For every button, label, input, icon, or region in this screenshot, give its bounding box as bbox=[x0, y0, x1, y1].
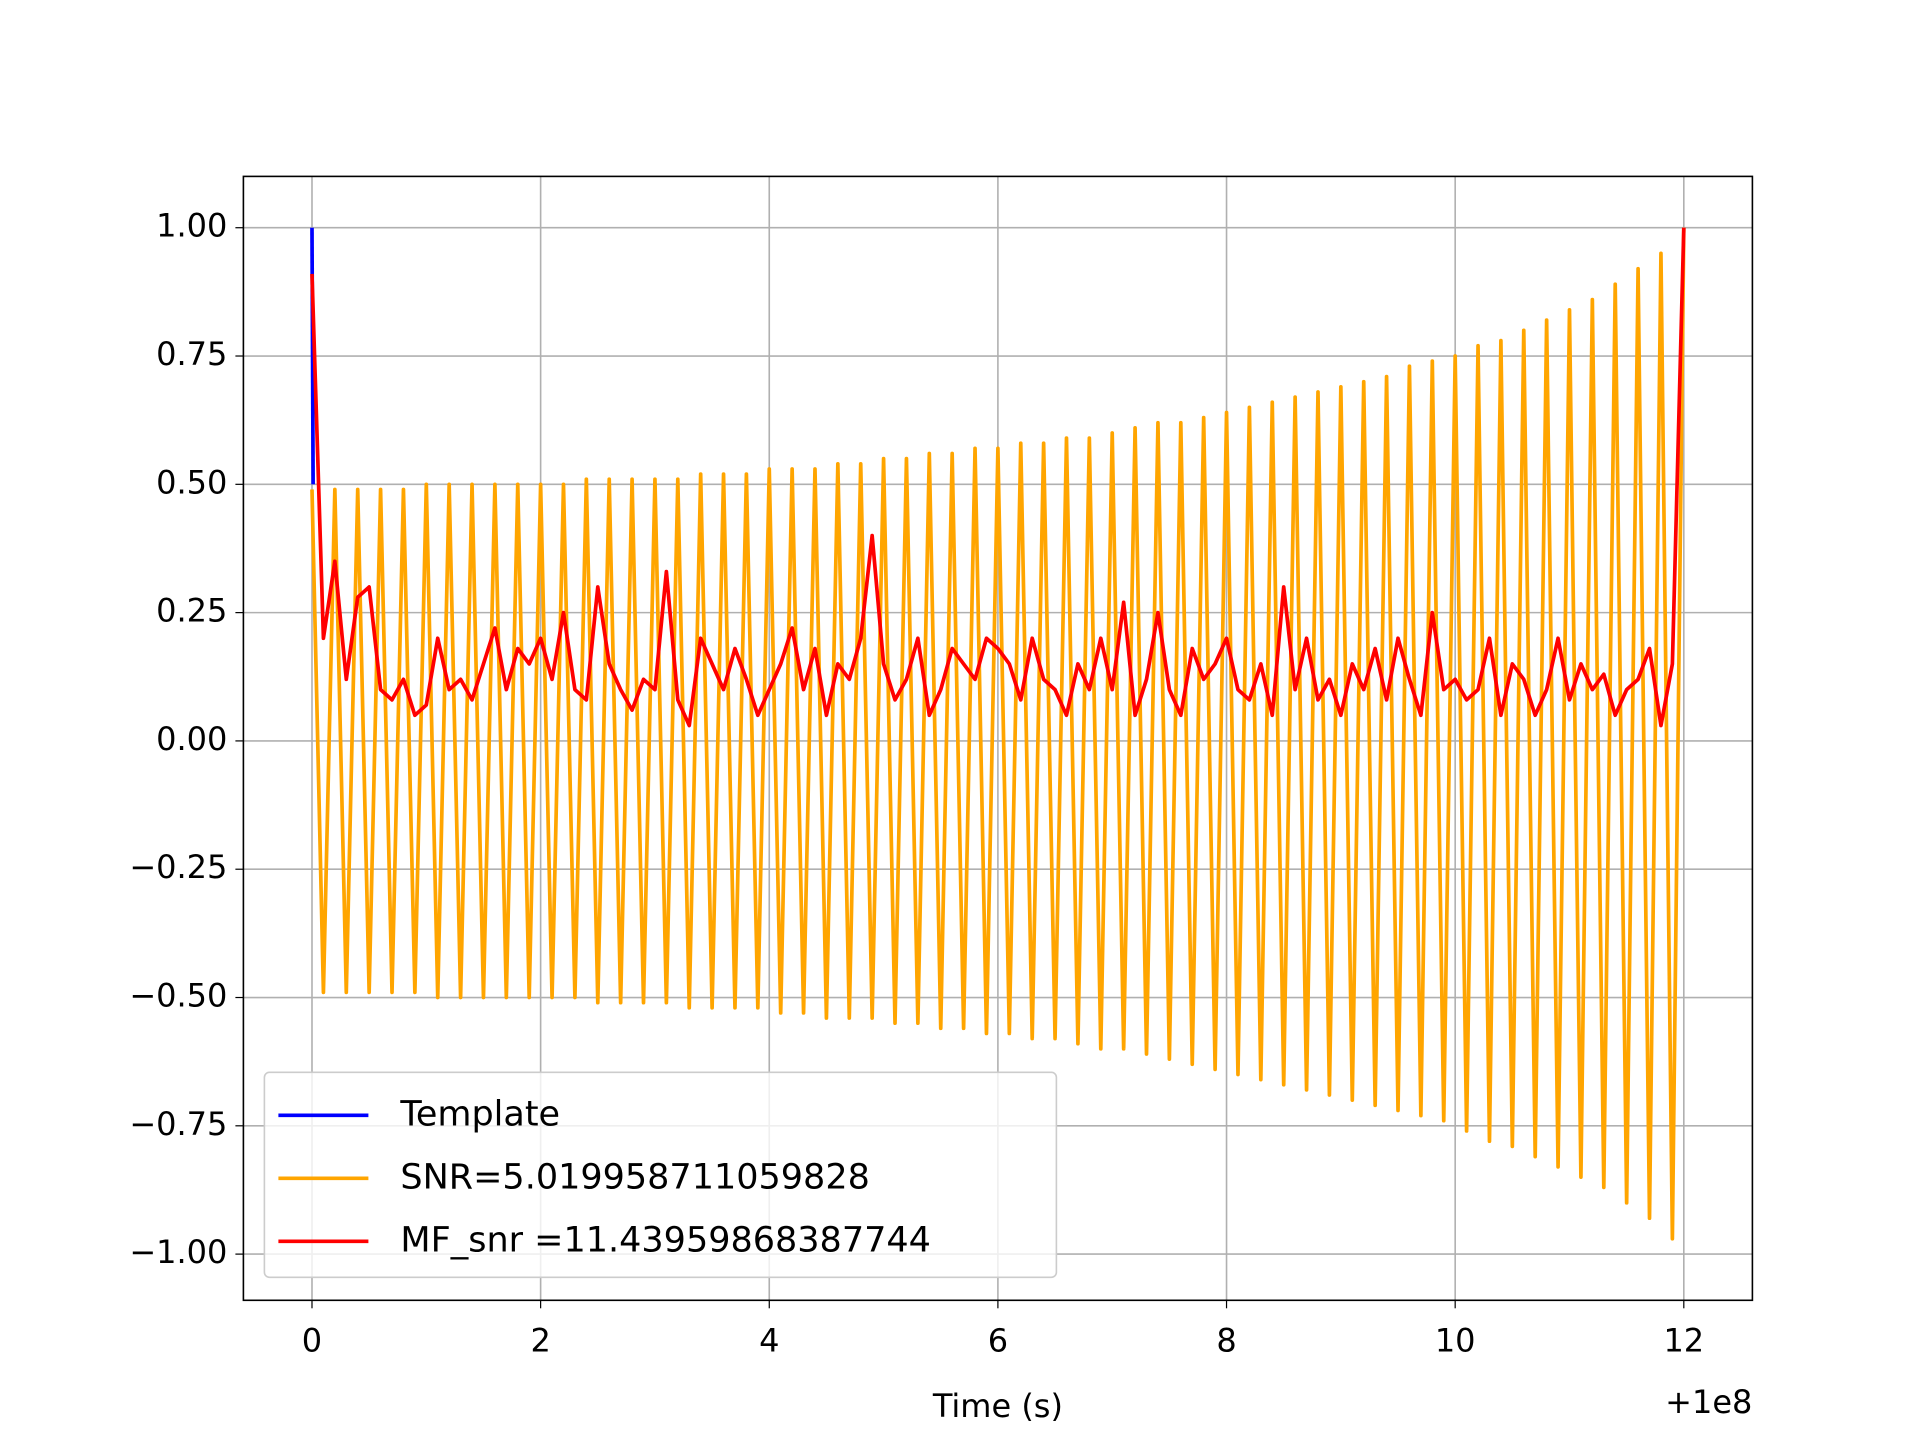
x-tick-label: 0 bbox=[302, 1321, 322, 1359]
x-tick-label: 10 bbox=[1435, 1321, 1476, 1359]
series-line bbox=[310, 227, 315, 485]
y-tick-label: 0.75 bbox=[156, 335, 227, 373]
legend-label: MF_snr =11.43959868387744 bbox=[400, 1220, 931, 1260]
y-tick-label: 1.00 bbox=[156, 207, 227, 245]
x-tick-label: 8 bbox=[1216, 1321, 1236, 1359]
legend-label: Template bbox=[399, 1094, 560, 1134]
x-tick-label: 12 bbox=[1663, 1321, 1704, 1359]
y-tick-label: −0.25 bbox=[129, 848, 227, 886]
series-line bbox=[310, 227, 1686, 728]
y-tick-label: −0.75 bbox=[129, 1105, 227, 1143]
legend-label: SNR=5.019958711059828 bbox=[400, 1157, 869, 1197]
x-tick-label: 2 bbox=[530, 1321, 550, 1359]
series-line bbox=[310, 227, 1686, 1241]
y-tick-label: −1.00 bbox=[129, 1233, 227, 1271]
plot-frame bbox=[242, 175, 1754, 1302]
y-tick-label: −0.50 bbox=[129, 977, 227, 1015]
y-tick-label: 0.25 bbox=[156, 592, 227, 630]
x-offset-label: +1e8 bbox=[1665, 1383, 1752, 1421]
x-tick-label: 4 bbox=[759, 1321, 779, 1359]
x-tick-label: 6 bbox=[988, 1321, 1008, 1359]
plot-area bbox=[310, 227, 1686, 1241]
x-axis-label: Time (s) bbox=[932, 1387, 1063, 1425]
legend-box bbox=[263, 1071, 1058, 1279]
y-tick-label: 0.50 bbox=[156, 463, 227, 501]
y-tick-label: 0.00 bbox=[156, 720, 227, 758]
